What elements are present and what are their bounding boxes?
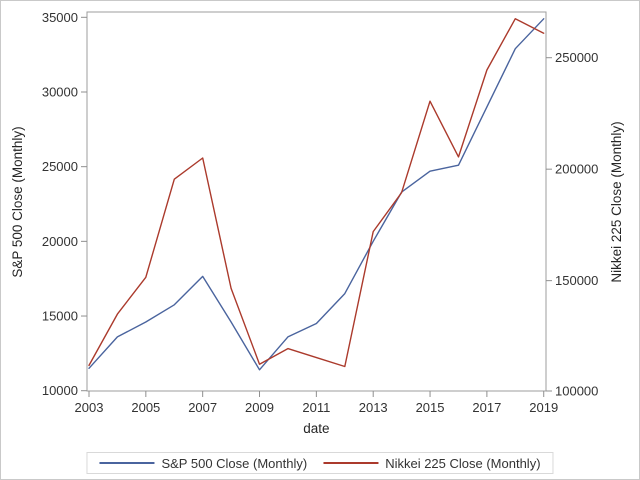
x-axis-tick-label: 2007 [188, 400, 217, 415]
legend-line-swatch-nikkei [323, 462, 379, 464]
x-axis-tick-label: 2009 [245, 400, 274, 415]
y-axis-right-tick-label: 100000 [555, 384, 598, 399]
y-axis-left-tick-label: 15000 [42, 309, 78, 324]
y-axis-left-title: S&P 500 Close (Monthly) [10, 126, 25, 277]
y-axis-right-tick-label: 200000 [555, 162, 598, 177]
legend-item-sp500: S&P 500 Close (Monthly) [99, 457, 307, 470]
series-line-sp500 [88, 18, 545, 371]
legend-label-nikkei: Nikkei 225 Close (Monthly) [385, 455, 541, 471]
y-axis-left-tick-label: 20000 [42, 234, 78, 249]
x-axis-tick-label: 2005 [131, 400, 160, 415]
x-axis-tick-label: 2013 [359, 400, 388, 415]
x-axis-title: date [303, 421, 329, 436]
y-axis-left-tick-label: 30000 [42, 84, 78, 99]
legend: S&P 500 Close (Monthly) Nikkei 225 Close… [86, 452, 554, 474]
line-chart: 10000 15000 20000 25000 30000 35000 100000 1500… [10, 10, 624, 436]
y-axis-right-tick-label: 150000 [555, 273, 598, 288]
x-axis-tick-label: 2019 [529, 400, 558, 415]
x-axis-tick-label: 2015 [416, 400, 445, 415]
legend-line-swatch-sp500 [99, 462, 155, 464]
x-axis-tick-label: 2011 [302, 400, 330, 415]
y-axis-left-tick-label: 35000 [42, 10, 78, 25]
y-axis-left-tick-label: 25000 [42, 159, 78, 174]
y-axis-right-tick-label: 250000 [555, 50, 598, 65]
y-axis-right-title: Nikkei 225 Close (Monthly) [609, 121, 624, 282]
legend-label-sp500: S&P 500 Close (Monthly) [161, 455, 308, 471]
legend-item-nikkei: Nikkei 225 Close (Monthly) [323, 455, 541, 471]
y-axis-left-tick-label: 10000 [42, 383, 78, 398]
plot-frame [86, 11, 547, 392]
series-line-nikkei [88, 18, 545, 368]
x-axis-tick-label: 2017 [472, 400, 501, 415]
x-axis-tick-label: 2003 [75, 400, 104, 415]
